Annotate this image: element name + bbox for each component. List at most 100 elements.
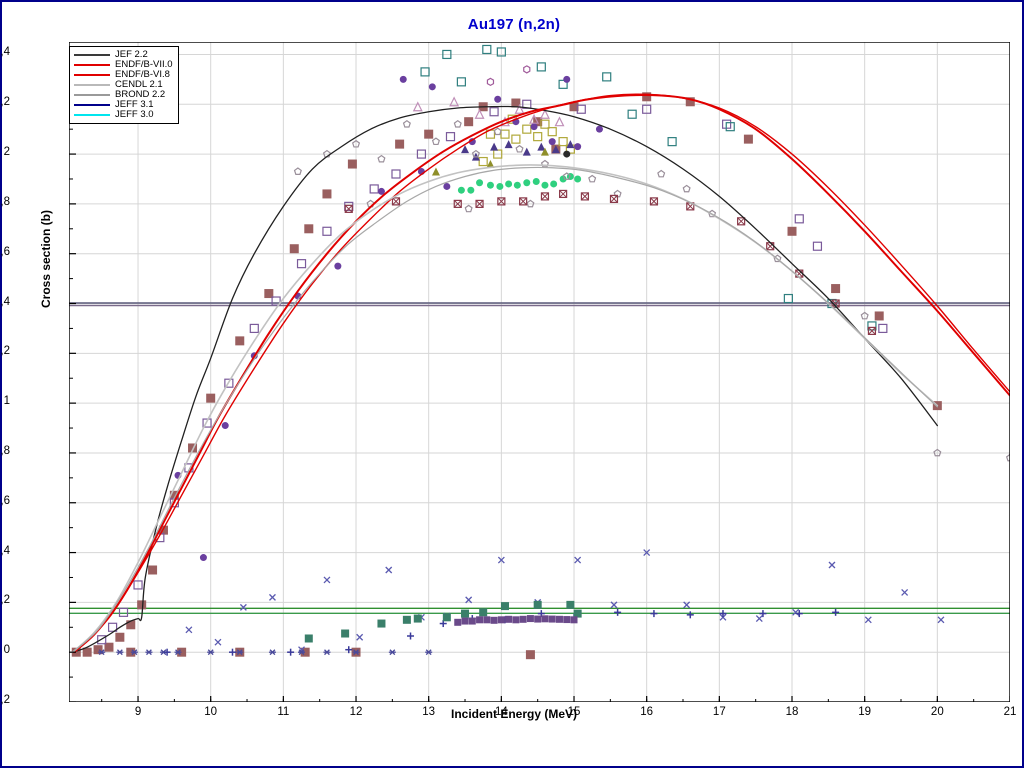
- data-marker: [322, 189, 332, 199]
- data-marker: [268, 593, 276, 601]
- x-axis-tick-label: 16: [640, 706, 654, 718]
- data-marker: [175, 649, 181, 656]
- data-marker: [725, 122, 735, 132]
- data-marker: [643, 549, 651, 557]
- data-series-dark-filled-circles: [563, 150, 571, 158]
- x-axis-tick-label: 20: [930, 706, 944, 718]
- data-marker: [461, 609, 470, 618]
- data-marker: [490, 616, 498, 624]
- data-marker: [224, 378, 234, 388]
- data-series-open-pentagons-gray: [293, 119, 1010, 462]
- legend-item-3: CENDL 2.1: [74, 80, 173, 90]
- data-marker: [344, 204, 353, 213]
- data-marker: [160, 649, 167, 656]
- data-marker: [177, 647, 187, 657]
- data-marker: [512, 616, 520, 624]
- data-marker: [719, 613, 727, 621]
- data-marker: [526, 615, 534, 623]
- x-axis-tick-label: 11: [277, 706, 290, 718]
- data-marker: [534, 615, 542, 623]
- data-series-open-purple-squares: [97, 99, 888, 645]
- data-marker: [602, 72, 612, 82]
- chart-canvas: [69, 42, 1010, 702]
- curve-JEF 2.2: [71, 105, 938, 653]
- data-marker: [304, 634, 313, 643]
- data-marker: [454, 618, 462, 626]
- data-marker: [504, 140, 513, 149]
- data-marker: [341, 629, 350, 638]
- data-marker: [867, 326, 877, 336]
- data-marker: [449, 96, 460, 107]
- data-marker: [104, 642, 114, 652]
- legend-item-4: BROND 2.2: [74, 90, 173, 100]
- data-marker: [496, 182, 504, 190]
- data-marker: [525, 650, 535, 660]
- data-marker: [541, 181, 549, 189]
- data-marker: [71, 647, 81, 657]
- data-marker: [239, 603, 247, 611]
- data-marker: [1005, 453, 1010, 462]
- data-marker: [377, 154, 386, 163]
- data-series-crossed-squares-maroon: [344, 189, 877, 336]
- data-marker: [442, 49, 452, 60]
- data-marker: [505, 180, 513, 188]
- data-marker: [792, 608, 800, 616]
- data-marker: [322, 226, 332, 236]
- data-marker: [497, 616, 505, 624]
- data-marker: [642, 92, 652, 102]
- data-marker: [465, 596, 473, 604]
- chart-legend: JEF 2.2 ENDF/B-VII.0 ENDF/B-VI.8 CENDL 2.1 B…: [69, 46, 179, 124]
- data-marker: [478, 156, 488, 167]
- data-marker: [461, 617, 469, 625]
- data-marker: [513, 181, 521, 189]
- data-marker: [344, 205, 353, 213]
- data-marker: [126, 620, 136, 630]
- data-marker: [486, 181, 494, 189]
- data-marker: [532, 177, 540, 185]
- data-marker: [482, 44, 492, 55]
- data-marker: [737, 217, 746, 226]
- x-axis-tick-label: 21: [1003, 706, 1017, 718]
- data-marker: [787, 226, 797, 236]
- data-marker: [864, 616, 872, 624]
- y-axis-tick-label: -0,2: [0, 694, 10, 706]
- data-marker: [468, 138, 476, 146]
- data-marker: [116, 649, 123, 656]
- legend-item-0: JEF 2.2: [74, 50, 173, 60]
- data-marker: [573, 609, 582, 618]
- data-marker: [202, 418, 212, 428]
- data-marker: [391, 169, 401, 179]
- legend-line-swatch: [74, 114, 110, 116]
- data-marker: [334, 262, 342, 270]
- legend-item-2: ENDF/B-VI.8: [74, 70, 173, 80]
- data-marker: [214, 638, 222, 646]
- y-axis-label: Cross section (b): [39, 210, 53, 309]
- data-marker: [519, 197, 528, 206]
- data-marker: [558, 137, 568, 147]
- data-marker: [514, 103, 525, 114]
- data-marker: [453, 119, 462, 128]
- data-marker: [540, 119, 550, 129]
- data-marker: [657, 169, 666, 178]
- data-marker: [118, 607, 129, 617]
- data-marker: [399, 75, 407, 83]
- data-marker: [523, 179, 531, 187]
- data-marker: [933, 448, 942, 457]
- data-marker: [530, 123, 538, 131]
- data-marker: [137, 600, 147, 610]
- y-axis-tick-label: 2: [3, 146, 10, 159]
- legend-item-6: JEFF 3.0: [74, 110, 173, 120]
- legend-item-label: BROND 2.2: [115, 89, 166, 100]
- data-marker: [324, 649, 330, 656]
- y-axis-tick-label: 0,6: [0, 494, 10, 507]
- data-marker: [490, 142, 499, 151]
- data-marker: [609, 194, 619, 204]
- data-marker: [550, 180, 558, 188]
- data-marker: [682, 184, 691, 193]
- data-marker: [425, 649, 432, 656]
- data-marker: [500, 129, 510, 139]
- data-marker: [289, 244, 299, 254]
- data-marker: [563, 150, 571, 158]
- data-marker: [453, 199, 462, 208]
- data-marker: [221, 422, 229, 430]
